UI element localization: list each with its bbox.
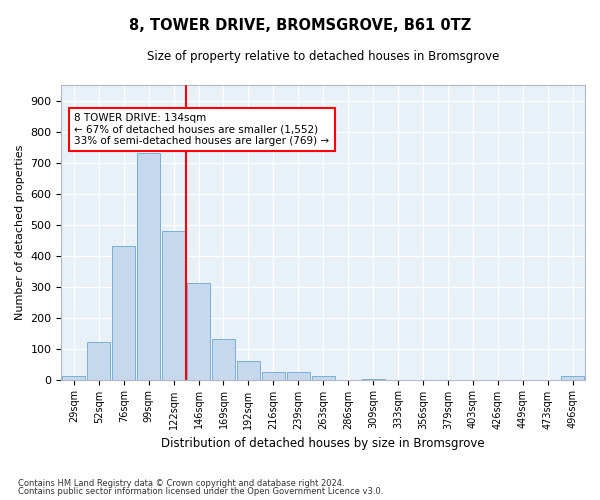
Bar — [362, 379, 385, 380]
Bar — [88, 342, 110, 380]
Text: Contains HM Land Registry data © Crown copyright and database right 2024.: Contains HM Land Registry data © Crown c… — [18, 478, 344, 488]
Bar — [561, 376, 584, 380]
Bar — [112, 246, 135, 380]
Bar — [162, 230, 185, 380]
Title: Size of property relative to detached houses in Bromsgrove: Size of property relative to detached ho… — [147, 50, 499, 63]
Text: 8 TOWER DRIVE: 134sqm
← 67% of detached houses are smaller (1,552)
33% of semi-d: 8 TOWER DRIVE: 134sqm ← 67% of detached … — [74, 113, 329, 146]
X-axis label: Distribution of detached houses by size in Bromsgrove: Distribution of detached houses by size … — [161, 437, 485, 450]
Bar — [187, 284, 210, 380]
Y-axis label: Number of detached properties: Number of detached properties — [15, 144, 25, 320]
Bar — [312, 376, 335, 380]
Bar — [212, 340, 235, 380]
Bar — [287, 372, 310, 380]
Bar — [237, 361, 260, 380]
Bar — [262, 372, 285, 380]
Text: 8, TOWER DRIVE, BROMSGROVE, B61 0TZ: 8, TOWER DRIVE, BROMSGROVE, B61 0TZ — [129, 18, 471, 32]
Bar — [62, 376, 85, 380]
Bar — [137, 153, 160, 380]
Text: Contains public sector information licensed under the Open Government Licence v3: Contains public sector information licen… — [18, 487, 383, 496]
